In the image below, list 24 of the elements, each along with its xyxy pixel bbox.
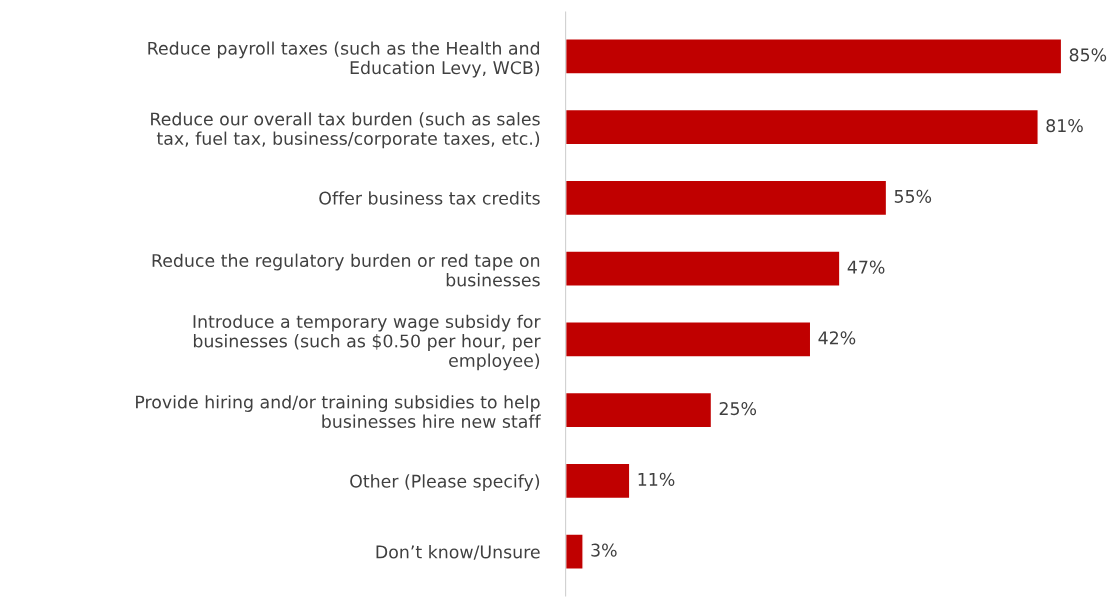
data-label: 81% [1046,119,1083,133]
bar [565,108,1039,146]
bar [565,37,1063,75]
y-tick-label: Reduce the regulatory burden or red tape on businesses [152,253,540,287]
bar [565,250,841,288]
data-label: 42% [818,331,856,345]
data-label: 47% [847,260,885,274]
bar [565,320,812,358]
bar [565,391,713,429]
bar [565,462,631,500]
data-label: 11% [638,472,675,486]
data-label: 55% [894,189,932,203]
bar [565,179,888,217]
y-tick-label: Introduce a temporary wage subsidy for businesses (such as $0.50 per hour, per employee) [193,314,541,371]
bar [565,533,584,571]
data-label: 85% [1069,48,1107,62]
data-label: 25% [719,402,757,416]
y-tick-label: Offer business tax credits [319,191,540,205]
y-tick-label: Don’t know/Unsure [376,545,540,560]
y-tick-label: Reduce payroll taxes (such as the Health and Education Levy, WCB) [148,41,540,78]
y-tick-label: Other (Please specify) [350,474,540,492]
y-tick-label: Reduce our overall tax burden (such as sales tax, fuel tax, business/corporate taxes, etc.) [151,112,540,149]
data-label: 3% [591,543,617,557]
y-tick-label: Provide hiring and/or training subsidies to help businesses hire new staff [136,395,541,429]
